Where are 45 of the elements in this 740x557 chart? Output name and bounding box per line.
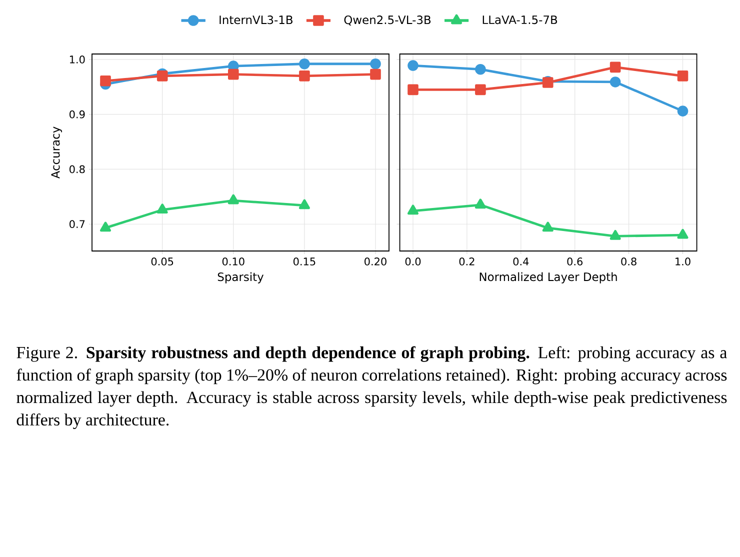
point — [298, 199, 310, 210]
point — [370, 58, 381, 70]
point — [156, 204, 168, 214]
point — [408, 60, 418, 71]
point — [100, 222, 112, 232]
point — [299, 58, 310, 70]
point — [610, 230, 621, 240]
caption: Figure 2. Sparsity robustness and depth dependence of graph probing. Left: probing accuracy as a function of graph sparsity (top 1%–20% of neuron correlations retained). Right: probing accuracy across normalized layer depth. Accuracy is stable across sparsity levels, while depth-wise peak predictiveness differs by architecture. — [16, 346, 727, 430]
point — [475, 84, 486, 96]
x-tick-label: 0.10 — [222, 258, 244, 266]
point — [100, 75, 111, 86]
y-tick-label: 1.0 — [70, 56, 85, 64]
point — [370, 68, 381, 80]
x-axis-title: Sparsity — [218, 272, 264, 284]
legend-label: LLaVA-1.5-7B — [482, 16, 558, 24]
y-tick-label: 0.7 — [70, 220, 85, 228]
point — [408, 84, 418, 96]
point — [542, 222, 554, 232]
x-tick-label: 0.0 — [405, 258, 421, 266]
x-tick-label: 0.05 — [151, 258, 174, 266]
x-tick-label: 0.20 — [364, 258, 386, 266]
y-axis-title: Accuracy — [51, 126, 62, 179]
point — [299, 70, 310, 82]
x-tick-label: 0.4 — [513, 258, 529, 266]
y-tick-label: 0.8 — [70, 165, 85, 174]
x-tick-label: 0.8 — [621, 258, 636, 266]
legend-label: InternVL3-1B — [220, 16, 292, 24]
point — [407, 204, 419, 215]
point — [156, 70, 168, 82]
x-tick-label: 0.6 — [567, 258, 583, 266]
x-tick-label: 1.0 — [676, 258, 690, 266]
point — [610, 76, 621, 88]
point — [610, 62, 621, 73]
point — [475, 64, 486, 75]
x-tick-label: 0.15 — [293, 258, 316, 266]
point — [474, 198, 486, 209]
x-tick-label: 0.2 — [459, 258, 474, 266]
point — [677, 228, 688, 239]
point — [228, 68, 239, 80]
y-tick-label: 0.9 — [70, 110, 85, 118]
x-axis-title: Normalized Layer Depth — [480, 272, 617, 284]
point — [677, 106, 688, 116]
legend-label: Qwen2.5-VL-3B — [344, 16, 431, 26]
point — [677, 70, 688, 82]
point — [228, 194, 239, 204]
